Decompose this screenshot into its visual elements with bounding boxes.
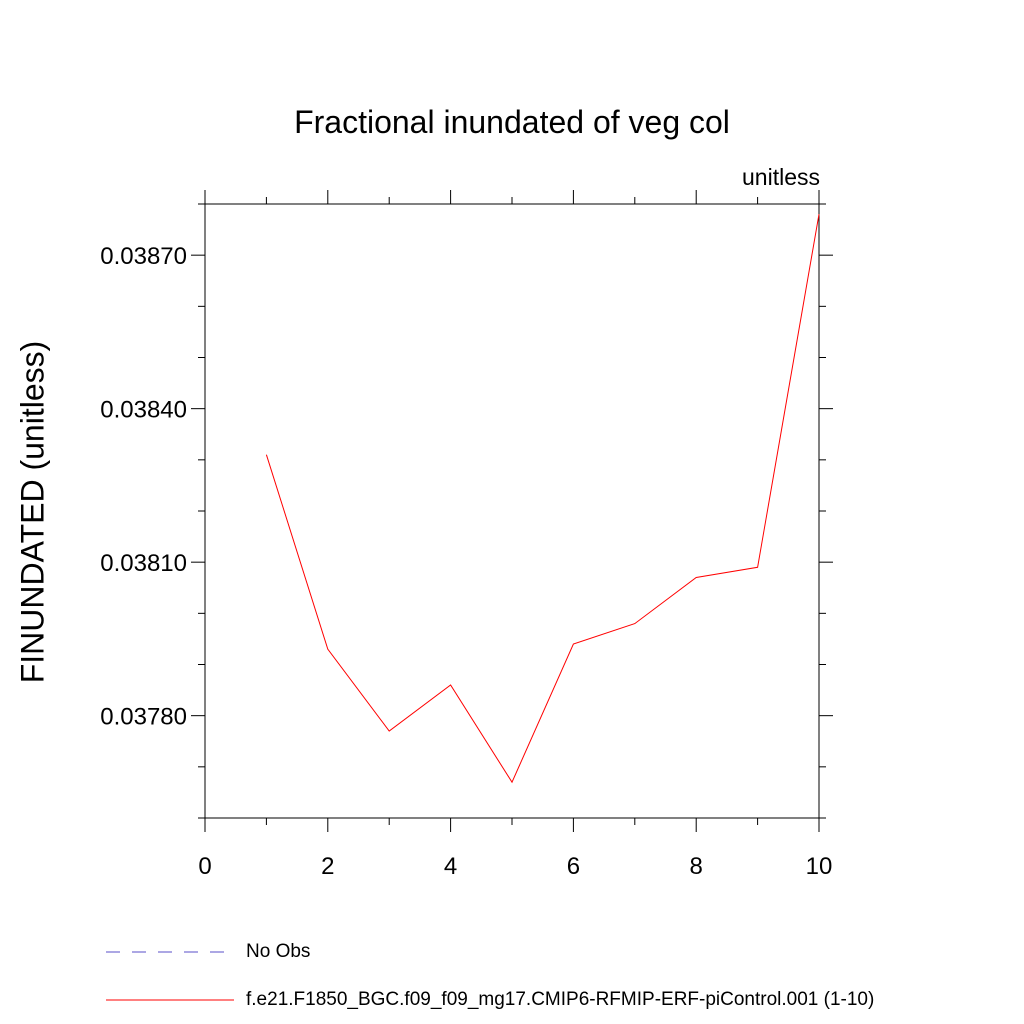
y-tick-label: 0.03840 xyxy=(100,397,187,424)
y-tick-label: 0.03870 xyxy=(100,243,187,270)
axes xyxy=(204,203,820,819)
data-point xyxy=(757,566,759,568)
data-point xyxy=(388,730,390,732)
legend-item-series: f.e21.F1850_BGC.f09_f09_mg17.CMIP6-RFMIP… xyxy=(106,988,874,1012)
legend-swatch-solid xyxy=(106,999,234,1001)
y-tick-label: 0.03810 xyxy=(100,550,187,577)
legend-item-no-obs: No Obs xyxy=(106,940,310,964)
x-tick-label: 0 xyxy=(198,853,211,880)
ticks: 0 2 4 6 8 10 0.03780 0.03810 0.03840 0.03870 xyxy=(100,190,833,880)
data-point xyxy=(511,781,513,783)
x-tick-label: 8 xyxy=(690,853,703,880)
units-label: unitless xyxy=(742,164,820,190)
legend-swatch-dashed xyxy=(106,951,234,953)
plot-frame xyxy=(204,203,820,819)
data-point xyxy=(450,684,452,686)
data-point xyxy=(572,643,574,645)
data-point xyxy=(634,623,636,625)
x-tick-label: 4 xyxy=(444,853,457,880)
data-point xyxy=(265,454,267,456)
series-line xyxy=(265,214,820,784)
y-tick-label: 0.03780 xyxy=(100,704,187,731)
x-tick-label: 10 xyxy=(806,853,833,880)
data-point xyxy=(327,648,329,650)
legend-label: No Obs xyxy=(246,941,311,962)
series-layer xyxy=(265,213,820,784)
data-point xyxy=(818,213,820,215)
legend-label: f.e21.F1850_BGC.f09_f09_mg17.CMIP6-RFMIP… xyxy=(246,989,875,1010)
chart-title: Fractional inundated of veg col xyxy=(294,104,730,140)
x-tick-label: 6 xyxy=(567,853,580,880)
data-point xyxy=(695,577,697,579)
x-tick-label: 2 xyxy=(321,853,334,880)
